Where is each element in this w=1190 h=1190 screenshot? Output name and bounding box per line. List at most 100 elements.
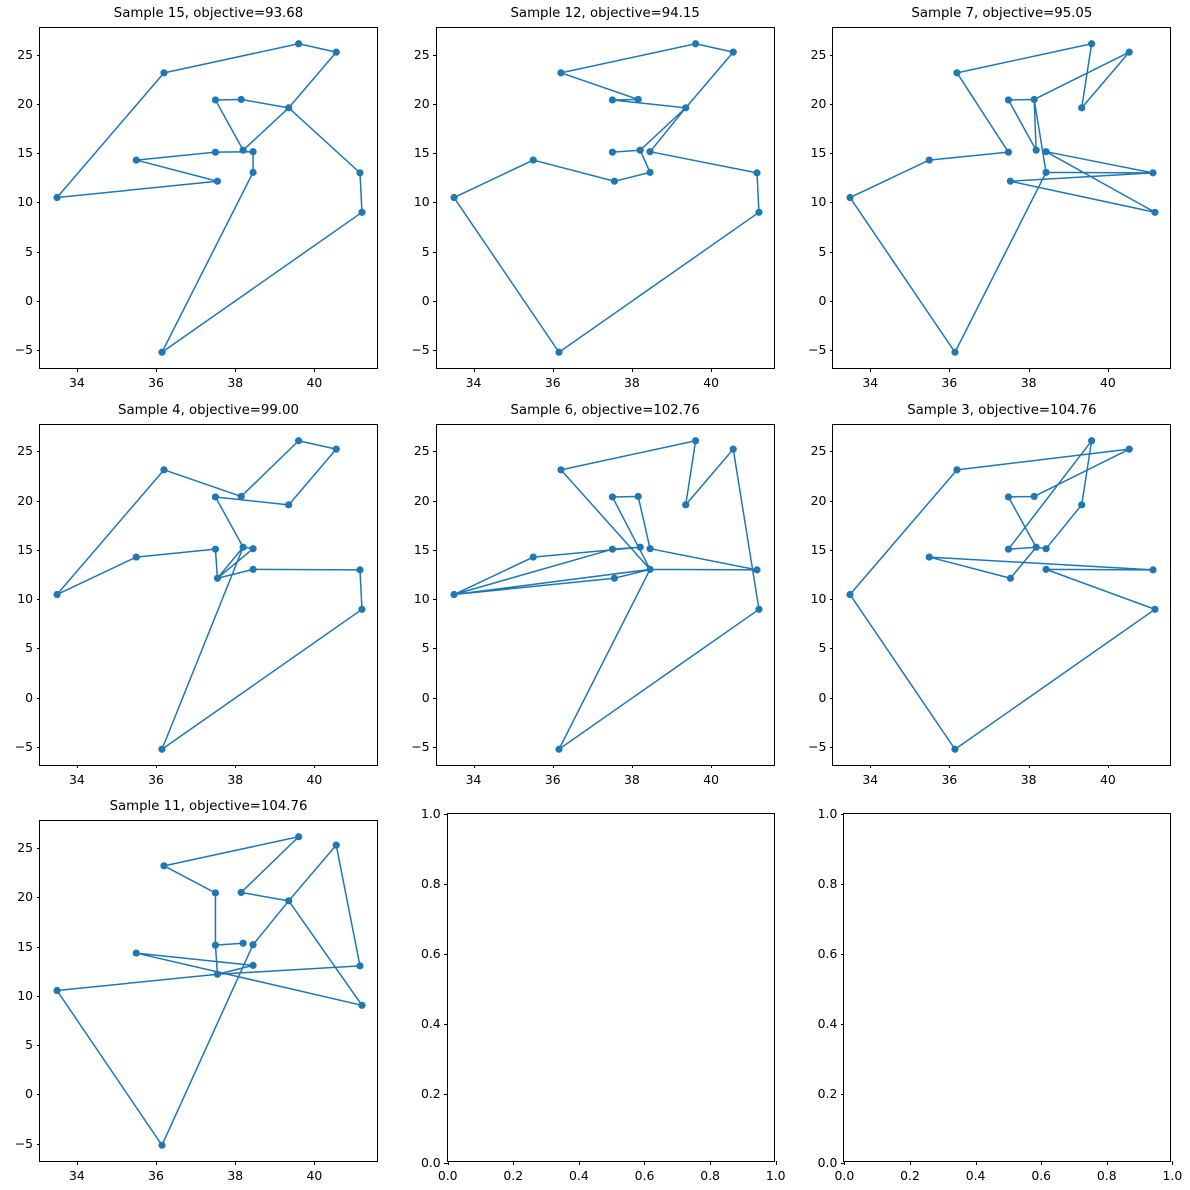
- y-tick-label-6: 25: [413, 443, 430, 459]
- y-tick-label-0: −5: [411, 738, 430, 754]
- y-tick-label-1: 0.2: [817, 1085, 838, 1101]
- x-tick-label-1: 0.2: [503, 1168, 524, 1184]
- city-node-0: [53, 193, 61, 202]
- y-tick-mark-5: [36, 897, 40, 899]
- y-tick-mark-2: [433, 648, 437, 650]
- city-node-13: [1126, 445, 1134, 453]
- x-tick-mark-0: [447, 1161, 449, 1165]
- x-tick-mark-4: [1106, 1161, 1108, 1165]
- y-tick-mark-2: [36, 251, 40, 253]
- y-tick-label-3: 10: [413, 590, 430, 606]
- x-tick-label-0: 34: [68, 1168, 85, 1184]
- y-tick-mark-0: [433, 350, 437, 352]
- city-node-1: [132, 949, 140, 958]
- y-tick-label-5: 1.0: [420, 806, 441, 822]
- y-tick-mark-1: [829, 301, 834, 302]
- city-node-13: [1126, 48, 1134, 56]
- x-tick-label-3: 40: [306, 375, 323, 390]
- y-tick-mark-3: [36, 599, 40, 601]
- city-node-6: [213, 971, 222, 979]
- x-tick-mark-2: [1028, 368, 1030, 372]
- y-tick-mark-4: [829, 549, 834, 551]
- city-node-9: [646, 544, 654, 552]
- route-plot-6: [53, 833, 366, 1150]
- city-node-3: [953, 465, 961, 474]
- city-node-1: [132, 553, 140, 561]
- city-node-7: [634, 492, 642, 500]
- y-tick-label-5: 20: [413, 95, 430, 111]
- y-tick-mark-2: [840, 1023, 845, 1025]
- x-tick-label-0: 34: [862, 375, 879, 390]
- y-tick-mark-6: [36, 848, 40, 849]
- city-node-13: [332, 841, 340, 850]
- tour-path: [56, 836, 363, 1147]
- city-node-12: [295, 436, 303, 445]
- city-node-15: [1151, 605, 1159, 613]
- axes-5: −5 0 5 10 15 20 25 34 36 38 40: [808, 423, 1172, 786]
- panel-title-1: Sample 12, objective=94.15: [510, 6, 700, 21]
- y-tick-label-0: −5: [808, 738, 827, 754]
- city-node-6: [213, 574, 222, 582]
- y-tick-mark-2: [829, 251, 834, 253]
- x-tick-mark-0: [870, 764, 872, 769]
- subplot-panel-2: Sample 7, objective=95.05 −5 0 5 10 15 20 25 34 3…: [793, 0, 1190, 397]
- x-tick-label-3: 40: [306, 771, 323, 787]
- x-tick-mark-1: [949, 764, 951, 769]
- city-node-2: [555, 745, 563, 753]
- x-tick-label-3: 40: [1099, 375, 1116, 390]
- axes-1: −5 0 5 10 15 20 25 34 36 38 40: [411, 27, 775, 389]
- x-tick-label-0: 34: [68, 771, 85, 787]
- x-tick-mark-4: [710, 1161, 712, 1165]
- y-tick-label-6: 25: [413, 46, 430, 62]
- y-tick-mark-5: [840, 814, 845, 816]
- city-node-6: [610, 177, 618, 185]
- tour-path: [849, 43, 1157, 354]
- y-tick-mark-3: [829, 599, 834, 601]
- y-tick-mark-1: [444, 1093, 448, 1095]
- x-tick-label-3: 40: [306, 1168, 323, 1184]
- x-tick-label-1: 36: [148, 1168, 164, 1184]
- city-node-4: [211, 889, 220, 897]
- city-node-5: [211, 148, 220, 156]
- y-tick-mark-0: [840, 1163, 845, 1165]
- city-node-15: [358, 605, 366, 613]
- y-tick-mark-3: [433, 599, 437, 601]
- tour-path: [56, 439, 363, 750]
- x-tick-mark-0: [473, 764, 475, 769]
- x-tick-label-3: 40: [703, 375, 720, 390]
- x-tick-label-1: 36: [148, 771, 164, 787]
- city-node-12: [691, 436, 699, 445]
- axes-7: 0.0 0.2 0.4 0.6 0.8 1.0 0.0 0.2 0.4 0.6 0.8 1.0: [421, 807, 786, 1182]
- city-node-7: [237, 492, 245, 500]
- city-node-10: [249, 565, 257, 573]
- x-tick-label-2: 38: [624, 771, 640, 787]
- city-node-6: [213, 177, 222, 185]
- x-tick-mark-3: [1107, 764, 1109, 769]
- subplot-panel-8: 0.0 0.2 0.4 0.6 0.8 1.0 0.0 0.2 0.4 0.6 0.8 1.0: [793, 793, 1190, 1190]
- x-tick-mark-3: [711, 368, 713, 372]
- city-node-0: [846, 590, 855, 598]
- y-tick-label-5: 20: [810, 95, 827, 111]
- city-node-3: [557, 69, 565, 77]
- city-node-0: [450, 590, 458, 598]
- city-node-1: [529, 553, 537, 561]
- y-tick-label-6: 25: [810, 443, 827, 459]
- y-tick-mark-2: [433, 251, 437, 253]
- x-tick-mark-3: [314, 764, 316, 769]
- city-node-11: [285, 104, 293, 112]
- tour-path: [452, 439, 760, 750]
- route-plot-4: [450, 436, 763, 753]
- city-node-8: [239, 940, 247, 948]
- city-node-3: [557, 465, 565, 474]
- y-tick-mark-5: [433, 103, 437, 105]
- city-node-7: [237, 889, 245, 897]
- x-tick-mark-1: [156, 764, 158, 769]
- panel-title-6: Sample 11, objective=104.76: [109, 799, 308, 815]
- city-node-13: [729, 48, 737, 56]
- y-tick-label-5: 20: [17, 889, 33, 905]
- x-tick-mark-2: [235, 368, 237, 372]
- city-node-10: [646, 168, 654, 176]
- x-tick-mark-2: [631, 368, 633, 372]
- city-node-9: [249, 941, 257, 949]
- city-node-2: [158, 745, 166, 753]
